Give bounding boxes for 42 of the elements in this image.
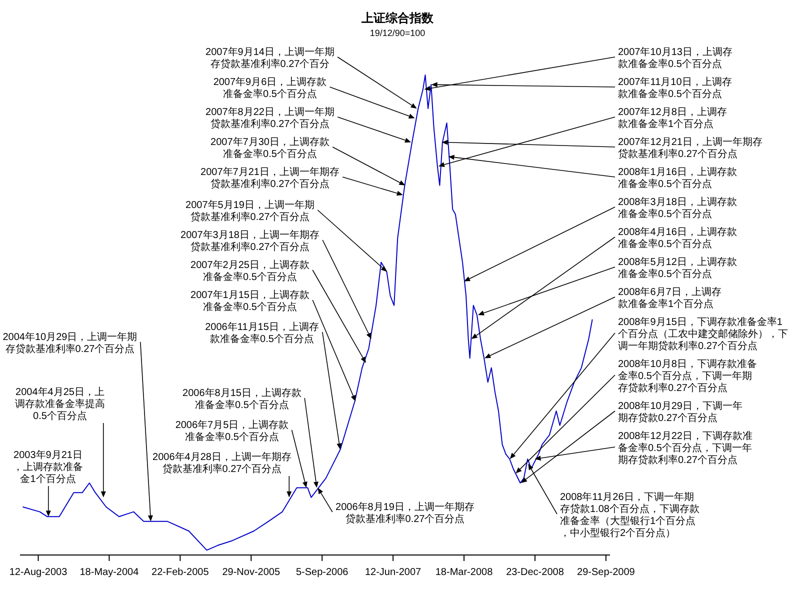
annotation: 2007年7月21日，上调一年期存贷款基准利率0.27个百分点 — [200, 166, 340, 190]
annotation: 2004年10月29日，上调一年期存贷款基准利率0.27个百分点 — [2, 331, 138, 355]
annotation: 2008年6月7日，上调存款准备金率1个百分点 — [618, 286, 722, 310]
annotation: 2008年12月22日，下调存款准备金率0.5个百分点，下调一年期存贷款利率0.27个百分点 — [618, 430, 752, 466]
annotation: 2006年11月15日，上调存款准备金率0.5个百分点 — [205, 321, 319, 345]
annotation: 2007年7月30日，上调存款准备金率0.5个百分点 — [210, 136, 330, 160]
annotation: 2008年3月18日，上调存款准备金率0.5个百分点 — [618, 196, 737, 220]
annotation: 2008年4月16日，上调存款准备金率0.5个百分点 — [618, 226, 737, 250]
x-tick-label: 5-Sep-2006 — [296, 567, 349, 578]
annotation: 2007年8月22日，上调一年期贷款基准利率0.27个百分点 — [206, 106, 334, 130]
annotation: 2007年12月8日，上调存款准备金率1个百分点 — [618, 106, 727, 130]
annotation: 2007年3月18日，上调一年期存贷款基准利率0.27个百分点 — [180, 229, 320, 253]
annotation: 2007年5月19日，上调一年期贷款基准利率0.27个百分点 — [186, 199, 314, 223]
annotation: 2007年11月10日，上调存款准备金率0.5个百分点 — [618, 76, 732, 100]
x-tick-label: 22-Feb-2005 — [152, 567, 210, 578]
x-tick-label: 18-Mar-2008 — [435, 567, 494, 578]
annotation: 2008年10月29日，下调一年期存贷款0.27个百分点 — [618, 400, 742, 424]
x-tick-label: 23-Dec-2008 — [506, 567, 564, 578]
annotation: 2007年12月21日，上调一年期存贷款基准利率0.27个百分点 — [618, 136, 762, 160]
annotation: 2008年10月8日，下调存款准备金率0.5个百分点，下调一年期存贷款利率0.27个百分点 — [618, 358, 757, 394]
annotation: 2006年8月15日，上调存款准备金率0.5个百分点 — [182, 387, 302, 411]
annotation: 2008年9月15日，下调存款准备金率1个百分点（工农中建交邮储除外），下调一年期贷款利率0.27个百分点 — [618, 316, 788, 352]
annotation: 2008年1月16日，上调存款准备金率0.5个百分点 — [618, 166, 737, 190]
annotation: 2007年9月14日，上调一年期存贷款基准利率0.27个百分 — [206, 46, 334, 70]
annotation: 2006年7月5日，上调存款准备金率0.5个百分点 — [175, 419, 289, 443]
annotation: 2007年10月13日，上调存款准备金率0.5个百分点 — [618, 46, 732, 70]
annotation: 2006年4月28日，上调一年期存贷款基准利率0.27个百分点 — [152, 451, 292, 475]
x-tick-label: 12-Jun-2007 — [364, 567, 422, 578]
x-tick-label: 18-May-2004 — [80, 567, 140, 578]
annotation: 2006年8月19日，上调一年期存贷款基准利率0.27个百分点 — [336, 501, 474, 525]
annotation: 2004年4月25日，上调存款准备金率提高0.5个百分点 — [15, 386, 105, 422]
x-tick-label: 12-Aug-2003 — [9, 567, 68, 578]
annotation: 2008年11月26日，下调一年期存贷款1.08个百分点，下调存款准备金率（大型银行1个百分点，中小型银行2个百分点） — [560, 491, 700, 539]
annotation: 2008年5月12日，上调存款准备金率0.5个百分点 — [618, 256, 737, 280]
chart-subtitle: 19/12/90=100 — [370, 28, 426, 38]
annotation: 2003年9月21日，上调存款准备金1个百分点 — [13, 449, 83, 485]
annotation: 2007年1月15日，上调存款准备金率0.5个百分点 — [190, 289, 310, 313]
annotation: 2007年9月6日，上调存款准备金率0.5个百分点 — [213, 76, 327, 100]
chart-title: 上证综合指数 — [360, 11, 434, 25]
annotation: 2007年2月25日，上调存款准备金率0.5个百分点 — [190, 259, 310, 283]
x-tick-label: 29-Sep-2009 — [577, 567, 636, 578]
x-tick-label: 29-Nov-2005 — [222, 567, 280, 578]
